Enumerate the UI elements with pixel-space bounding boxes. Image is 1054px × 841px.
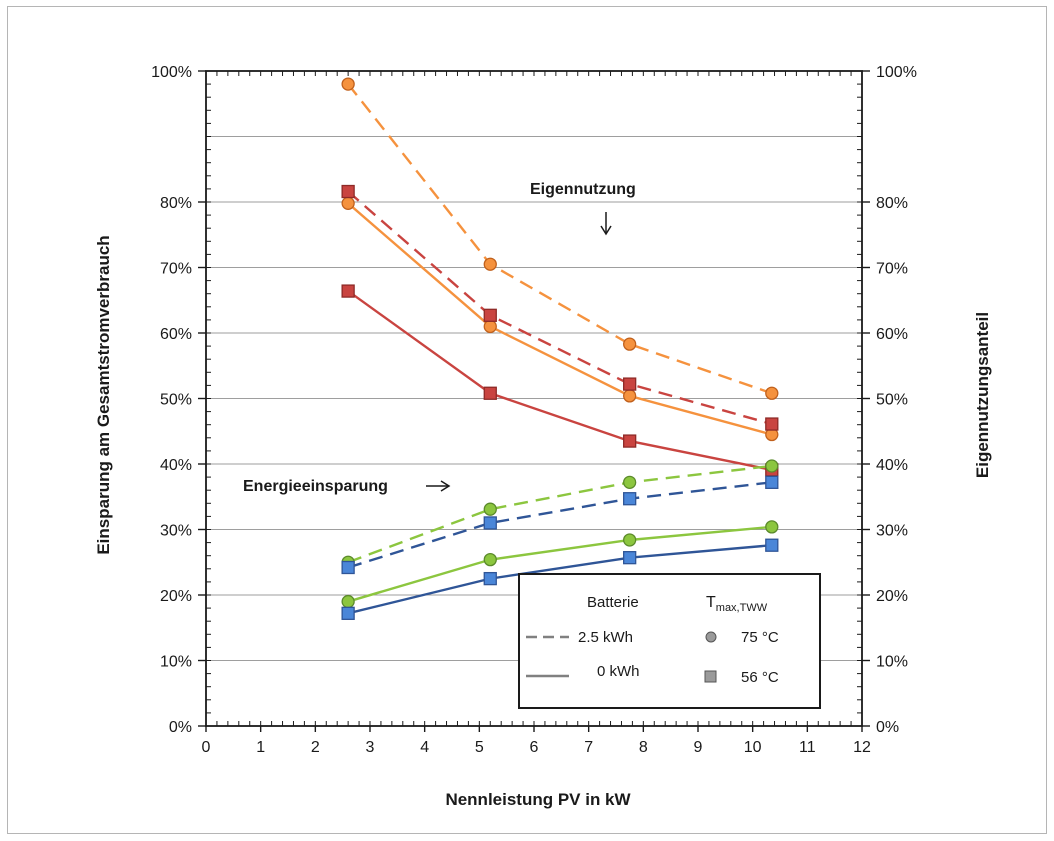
x-axis-title: Nennleistung PV in kW: [445, 790, 631, 809]
annotation-eigennutzung-label: Eigennutzung: [530, 181, 636, 198]
x-tick-label: 6: [530, 739, 539, 756]
data-point-1-1: [483, 319, 497, 334]
annotation-energieeinsparung-label: Energieeinsparung: [243, 478, 388, 495]
series-line-5: [347, 525, 772, 603]
data-point-0-3: [765, 386, 779, 400]
data-point-3-2: [623, 434, 637, 448]
data-point-4-1: [483, 502, 497, 516]
data-point-2-0: [341, 184, 355, 199]
y-axis-left-title: Einsparung am Gesamtstromverbrauch: [94, 235, 113, 554]
y-axis-right-title: Eigennutzungsanteil: [973, 312, 992, 478]
axes: 0 1 2 3 4 5 6 7 8 9 10 11 120% 0%10% 10%20% 20%30% 30%40…: [151, 64, 917, 756]
data-point-5-1: [483, 552, 497, 567]
y-right-tick-label: 40%: [876, 457, 908, 474]
y-left-tick-label: 60%: [160, 326, 192, 343]
x-tick-label: 1: [256, 739, 265, 756]
series-markers: [341, 77, 779, 620]
y-left-tick-label: 70%: [160, 261, 192, 278]
annotation-eigennutzung: Eigennutzung: [530, 181, 636, 236]
data-point-7-0: [341, 606, 355, 620]
legend: Batterie Tmax,TWW 2.5 kWh 0 kWh 75 °C 56…: [518, 573, 821, 709]
x-tick-label: 7: [584, 739, 593, 756]
legend-battery-header: Batterie: [587, 594, 639, 611]
y-right-tick-label: 60%: [876, 326, 908, 343]
x-tick-label: 5: [475, 739, 484, 756]
annotation-eigennutzung-arrowhead: [600, 225, 612, 236]
data-point-4-3: [765, 459, 779, 473]
legend-temp-header: Tmax,TWW: [706, 594, 768, 614]
y-left-tick-label: 0%: [169, 719, 192, 736]
series-line-1: [347, 202, 773, 436]
y-right-tick-label: 30%: [876, 523, 908, 540]
legend-temp-header-sub: max,TWW: [716, 602, 768, 614]
y-left-tick-label: 80%: [160, 195, 192, 212]
data-point-3-1: [483, 386, 497, 400]
data-point-2-3: [765, 417, 779, 431]
x-tick-label: 12: [853, 739, 871, 756]
data-point-0-1: [483, 257, 497, 271]
data-point-6-3: [765, 475, 779, 489]
x-tick-label: 4: [420, 739, 429, 756]
data-point-0-2: [623, 337, 637, 351]
x-tick-label: 9: [694, 739, 703, 756]
y-left-tick-label: 30%: [160, 523, 192, 540]
y-left-tick-label: 40%: [160, 457, 192, 474]
data-point-0-0: [341, 77, 355, 91]
y-right-tick-label: 100%: [876, 64, 917, 81]
data-point-7-3: [765, 538, 779, 552]
series-lines: [347, 83, 773, 615]
data-point-7-2: [623, 551, 637, 565]
series-line-3: [347, 290, 773, 472]
legend-temp-75: 75 °C: [741, 629, 779, 646]
x-tick-label: 11: [799, 739, 816, 756]
data-point-7-1: [483, 571, 497, 586]
legend-box: [518, 573, 821, 709]
data-point-2-2: [623, 377, 637, 391]
series-line-2: [347, 190, 773, 426]
data-point-2-1: [483, 308, 497, 322]
data-point-3-0: [341, 284, 355, 298]
legend-temp-header-main: T: [706, 594, 716, 611]
data-point-1-0: [341, 196, 355, 210]
legend-square-marker: [704, 670, 717, 683]
y-right-tick-label: 70%: [876, 261, 908, 278]
x-tick-label: 0: [202, 739, 211, 756]
legend-battery-2-5: 2.5 kWh: [578, 629, 633, 646]
legend-battery-0: 0 kWh: [597, 663, 640, 680]
legend-circle-marker: [705, 631, 717, 643]
data-point-6-0: [341, 560, 355, 575]
series-line-0: [347, 83, 773, 395]
data-point-6-1: [483, 516, 497, 530]
data-point-1-2: [623, 389, 637, 403]
series-line-4: [347, 464, 772, 564]
y-right-tick-label: 10%: [876, 654, 908, 671]
chart-frame: [7, 6, 1047, 834]
data-point-5-3: [765, 520, 779, 534]
x-tick-label: 2: [311, 739, 320, 756]
y-right-tick-label: 80%: [876, 195, 908, 212]
series-line-7: [347, 544, 772, 615]
y-left-tick-label: 50%: [160, 392, 192, 409]
data-point-5-0: [341, 594, 355, 609]
series-line-6: [347, 481, 772, 569]
y-left-tick-label: 100%: [151, 64, 192, 81]
data-point-4-2: [623, 475, 637, 489]
annotation-energieeinsparung: Energieeinsparung: [243, 478, 451, 495]
y-left-tick-label: 10%: [160, 654, 192, 671]
data-point-6-2: [623, 492, 637, 506]
x-tick-label: 8: [639, 739, 648, 756]
y-right-tick-label: 20%: [876, 588, 908, 605]
y-right-tick-label: 0%: [876, 719, 899, 736]
y-right-tick-label: 50%: [876, 392, 908, 409]
y-left-tick-label: 20%: [160, 588, 192, 605]
x-tick-label: 3: [366, 739, 375, 756]
data-point-5-2: [623, 533, 637, 547]
legend-temp-56: 56 °C: [741, 669, 779, 686]
x-tick-label: 10: [744, 739, 762, 756]
annotation-energieeinsparung-arrowhead: [440, 480, 451, 492]
